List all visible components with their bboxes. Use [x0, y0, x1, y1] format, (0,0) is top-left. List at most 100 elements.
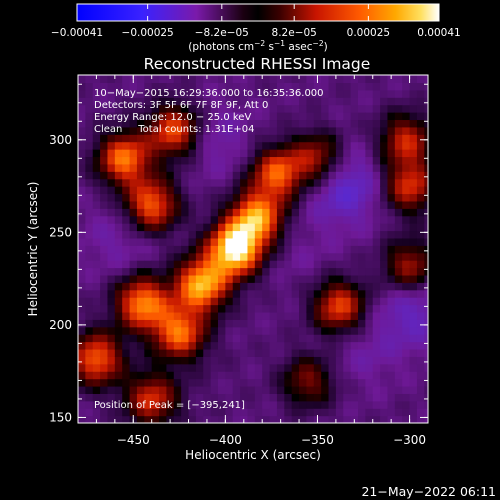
heatmap-cell	[313, 400, 322, 409]
heatmap-cell	[380, 112, 389, 121]
heatmap-cell	[218, 75, 226, 83]
heatmap-cell	[181, 171, 190, 180]
heatmap-cell	[188, 400, 197, 409]
heatmap-cell	[136, 408, 145, 417]
heatmap-cell	[218, 304, 226, 313]
heatmap-cell	[136, 215, 145, 224]
heatmap-cell	[240, 385, 249, 394]
heatmap-cell	[343, 371, 352, 380]
heatmap-cell	[210, 119, 219, 128]
heatmap-cell	[188, 178, 197, 187]
heatmap-cell	[151, 363, 160, 372]
heatmap-cell	[122, 200, 131, 209]
heatmap-cell	[85, 89, 94, 98]
heatmap-cell	[291, 319, 300, 328]
heatmap-cell	[181, 89, 190, 98]
heatmap-cell	[144, 356, 153, 365]
heatmap-cell	[276, 274, 285, 283]
heatmap-cell	[350, 141, 359, 150]
heatmap-cell	[262, 230, 271, 239]
heatmap-cell	[129, 171, 138, 180]
heatmap-cell	[365, 186, 374, 195]
heatmap-cell	[313, 141, 322, 150]
heatmap-cell	[269, 260, 278, 269]
heatmap-cell	[100, 163, 109, 172]
heatmap-cell	[269, 282, 278, 291]
heatmap-cell	[269, 400, 278, 409]
heatmap-cell	[218, 297, 226, 306]
heatmap-cell	[92, 89, 101, 98]
heatmap-cell	[210, 75, 219, 83]
heatmap-cell	[203, 356, 212, 365]
heatmap-cell	[85, 319, 94, 328]
heatmap-cell	[358, 319, 366, 328]
heatmap-cell	[291, 408, 300, 417]
heatmap-cell	[387, 252, 396, 261]
heatmap-cell	[225, 237, 234, 246]
heatmap-cell	[299, 186, 308, 195]
heatmap-cell	[218, 112, 226, 121]
heatmap-cell	[424, 415, 428, 423]
heatmap-cell	[159, 104, 168, 113]
heatmap-cell	[269, 334, 278, 343]
heatmap-cell	[210, 200, 219, 209]
heatmap-cell	[372, 289, 381, 298]
heatmap-cell	[78, 193, 86, 202]
heatmap-cell	[306, 274, 315, 283]
heatmap-cell	[181, 141, 190, 150]
heatmap-cell	[269, 149, 278, 158]
heatmap-cell	[114, 230, 123, 239]
heatmap-cell	[203, 163, 212, 172]
heatmap-cell	[416, 134, 425, 143]
heatmap-cell	[144, 326, 153, 335]
heatmap-cell	[100, 408, 109, 417]
heatmap-cell	[218, 348, 226, 357]
heatmap-cell	[247, 334, 256, 343]
heatmap-cell	[409, 141, 418, 150]
heatmap-cell	[262, 171, 271, 180]
heatmap-cell	[321, 297, 330, 306]
heatmap-cell	[166, 163, 175, 172]
heatmap-cell	[85, 356, 94, 365]
heatmap-cell	[92, 274, 101, 283]
heatmap-cell	[306, 326, 315, 335]
heatmap-cell	[100, 119, 109, 128]
heatmap-cell	[144, 89, 153, 98]
heatmap-cell	[321, 75, 330, 83]
heatmap-cell	[380, 282, 389, 291]
heatmap-cell	[114, 274, 123, 283]
heatmap-cell	[254, 393, 263, 402]
heatmap-cell	[321, 415, 330, 423]
heatmap-cell	[240, 149, 249, 158]
heatmap-cell	[321, 112, 330, 121]
heatmap-cell	[173, 252, 182, 261]
heatmap-cell	[151, 348, 160, 357]
heatmap-cell	[181, 82, 190, 91]
heatmap-cell	[321, 200, 330, 209]
heatmap-cell	[166, 311, 175, 320]
heatmap-cell	[328, 297, 337, 306]
heatmap-cell	[335, 141, 344, 150]
heatmap-cell	[232, 75, 241, 83]
heatmap-cell	[210, 326, 219, 335]
heatmap-cell	[254, 341, 263, 350]
heatmap-cell	[343, 112, 352, 121]
heatmap-cell	[166, 385, 175, 394]
heatmap-cell	[387, 186, 396, 195]
heatmap-cell	[85, 156, 94, 165]
heatmap-cell	[159, 215, 168, 224]
heatmap-cell	[203, 319, 212, 328]
heatmap-cell	[225, 297, 234, 306]
heatmap-cell	[210, 356, 219, 365]
heatmap-cell	[195, 215, 204, 224]
heatmap-cell	[203, 341, 212, 350]
heatmap-cell	[173, 245, 182, 254]
heatmap-cell	[240, 171, 249, 180]
heatmap-cell	[151, 112, 160, 121]
heatmap-cell	[114, 260, 123, 269]
heatmap-cell	[247, 186, 256, 195]
heatmap-cell	[299, 326, 308, 335]
heatmap-cell	[218, 104, 226, 113]
heatmap-cell	[181, 341, 190, 350]
heatmap-cell	[416, 319, 425, 328]
